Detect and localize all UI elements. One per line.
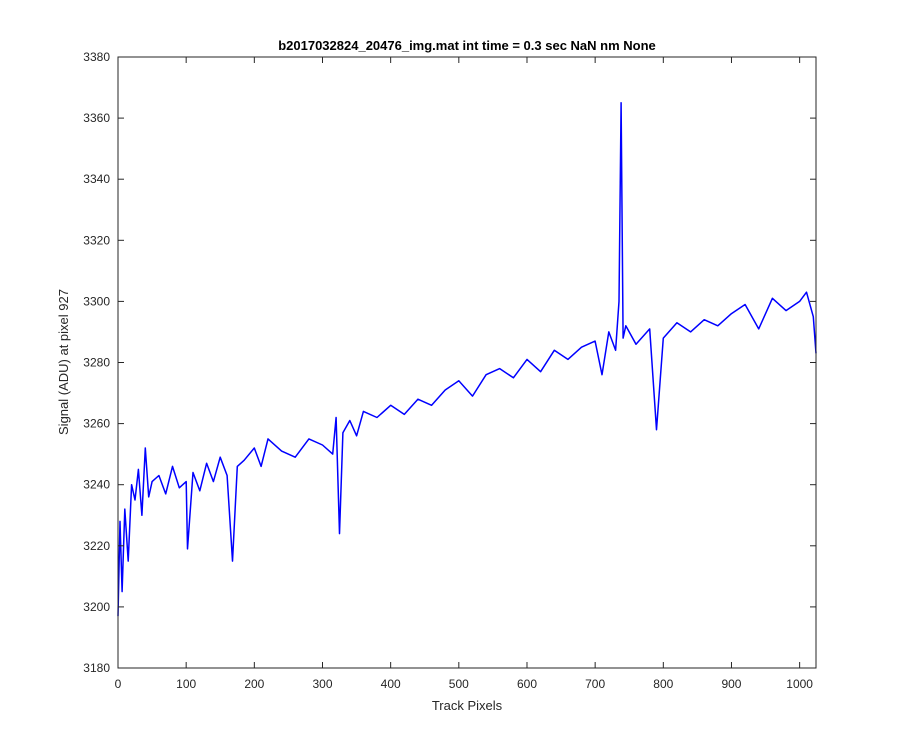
x-tick-label-7: 700 [585,677,605,691]
x-tick-label-4: 400 [381,677,401,691]
y-tick-label-10: 3380 [83,50,110,64]
x-tick-label-3: 300 [312,677,332,691]
y-tick-label-3: 3240 [83,478,110,492]
y-tick-label-4: 3260 [83,417,110,431]
plot-area-background [118,57,816,668]
x-tick-label-0: 0 [115,677,122,691]
x-tick-label-6: 600 [517,677,537,691]
series-layer [117,102,817,617]
y-axis: 3180 3200 3220 3240 3260 3280 3300 3320 3340 3360… [83,50,816,675]
chart-title: b2017032824_20476_img.mat int time = 0.3… [278,38,656,53]
y-tick-label-7: 3320 [83,233,110,247]
x-axis-label: Track Pixels [432,698,503,713]
x-axis: 0 100 200 300 400 500 600 700 800 900 1000 [115,57,813,691]
x-tick-label-5: 500 [449,677,469,691]
y-tick-label-0: 3180 [83,661,110,675]
y-tick-label-5: 3280 [83,356,110,370]
y-tick-label-2: 3220 [83,539,110,553]
x-tick-label-9: 900 [721,677,741,691]
y-tick-label-8: 3340 [83,172,110,186]
x-tick-label-8: 800 [653,677,673,691]
series-line-0 [117,102,817,617]
y-tick-label-1: 3200 [83,600,110,614]
y-axis-label: Signal (ADU) at pixel 927 [56,289,71,435]
x-tick-label-10: 1000 [786,677,813,691]
x-tick-label-1: 100 [176,677,196,691]
x-tick-label-2: 200 [244,677,264,691]
y-tick-label-6: 3300 [83,294,110,308]
y-tick-label-9: 3360 [83,111,110,125]
